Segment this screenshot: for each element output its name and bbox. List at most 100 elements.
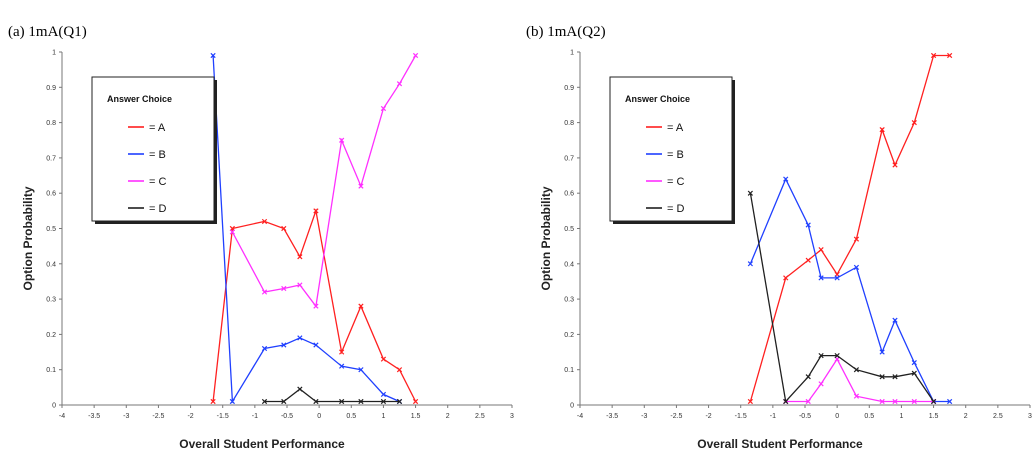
y-tick-label: 0.8 <box>46 120 56 127</box>
y-tick-label: 0.9 <box>46 85 56 92</box>
y-tick-label: 1 <box>570 50 574 57</box>
data-point <box>339 363 345 369</box>
x-tick-label: 1 <box>381 413 385 420</box>
data-point <box>892 162 898 168</box>
x-tick-label: -3.5 <box>88 413 100 420</box>
x-tick-label: 2.5 <box>993 413 1003 420</box>
data-point <box>261 398 268 405</box>
data-point <box>805 257 811 263</box>
data-point <box>818 247 824 253</box>
data-point <box>380 398 387 405</box>
x-axis-label: Overall Student Performance <box>697 437 863 451</box>
x-tick-label: -1.5 <box>217 413 229 420</box>
data-point <box>747 190 753 196</box>
x-tick-label: 2 <box>446 413 450 420</box>
y-tick-label: 0.9 <box>564 85 574 92</box>
x-tick-label: 0 <box>835 413 839 420</box>
data-point <box>805 374 811 380</box>
y-tick-label: 0.7 <box>46 155 56 162</box>
data-point <box>281 398 287 405</box>
legend-label: = D <box>149 203 166 215</box>
series-line-c <box>785 357 934 403</box>
x-tick-label: 0.5 <box>864 413 874 420</box>
data-point <box>879 398 885 405</box>
data-point <box>911 119 917 126</box>
x-tick-label: 2 <box>964 413 968 420</box>
data-point <box>892 398 898 405</box>
y-tick-label: 0.7 <box>564 155 574 162</box>
data-point <box>358 183 364 189</box>
x-tick-label: 1 <box>899 413 903 420</box>
x-tick-label: -4 <box>577 413 583 420</box>
x-tick-label: -1 <box>252 413 258 420</box>
y-tick-label: 0.3 <box>564 297 574 304</box>
y-tick-label: 0.4 <box>564 261 574 268</box>
data-point <box>783 176 789 182</box>
y-tick-label: 0.5 <box>564 226 574 233</box>
series-line-a <box>212 208 417 402</box>
y-tick-label: 0.8 <box>564 120 574 127</box>
data-point <box>380 356 387 362</box>
y-tick-label: 1 <box>52 50 56 57</box>
x-tick-label: -1.5 <box>735 413 747 420</box>
x-tick-label: 1.5 <box>411 413 421 420</box>
x-tick-label: 0 <box>317 413 321 420</box>
legend-title: Answer Choice <box>107 94 172 104</box>
x-tick-label: -2 <box>187 413 193 420</box>
data-point <box>947 398 953 405</box>
data-point <box>281 225 287 232</box>
x-tick-label: -0.5 <box>799 413 811 420</box>
y-tick-label: 0.1 <box>564 367 574 374</box>
data-point <box>930 52 937 59</box>
data-point <box>412 398 419 405</box>
legend-label: = C <box>667 176 684 188</box>
data-point <box>834 352 840 359</box>
data-point <box>853 367 860 373</box>
legend-label: = D <box>667 203 684 215</box>
data-point <box>313 208 319 214</box>
data-point <box>911 370 917 376</box>
x-tick-label: 2.5 <box>475 413 485 420</box>
data-point <box>396 398 403 405</box>
data-point <box>879 127 885 133</box>
data-point <box>853 264 860 270</box>
legend-label: = C <box>149 176 166 188</box>
y-tick-label: 0.6 <box>46 191 56 198</box>
x-tick-label: -3 <box>123 413 129 420</box>
data-point <box>911 360 917 366</box>
data-point <box>818 275 824 281</box>
x-tick-label: -1 <box>770 413 776 420</box>
y-tick-label: 0.5 <box>46 226 56 233</box>
chart-b: (b) 1mA(Q2) 0 0.1 0.2 0.3 0.4 0.5 0.6 0.7 0.8 0.9 1… <box>526 24 1032 451</box>
x-tick-label: 3 <box>1028 413 1032 420</box>
x-tick-label: -2.5 <box>670 413 682 420</box>
data-point <box>892 374 898 380</box>
chart-a: (a) 1mA(Q1) 0 0.1 0.2 0.3 0.4 0.5 0.6 0.7 0.8 0.9 1… <box>8 24 514 451</box>
data-point <box>339 349 345 355</box>
legend-box <box>609 76 733 222</box>
data-point <box>210 52 216 59</box>
x-tick-label: -3.5 <box>606 413 618 420</box>
data-point <box>261 218 268 225</box>
data-point <box>853 393 860 399</box>
data-point <box>261 345 268 352</box>
x-tick-label: 1.5 <box>929 413 939 420</box>
data-point <box>412 52 419 59</box>
y-tick-label: 0.4 <box>46 261 56 268</box>
data-point <box>358 303 364 309</box>
chart-title: (b) 1mA(Q2) <box>526 24 606 40</box>
data-point <box>783 275 789 281</box>
y-tick-label: 0.3 <box>46 297 56 304</box>
y-tick-label: 0.6 <box>564 191 574 198</box>
data-point <box>930 398 937 405</box>
data-point <box>879 374 885 380</box>
data-point <box>396 81 403 87</box>
data-point <box>281 285 287 292</box>
data-point <box>297 254 303 260</box>
data-point <box>911 398 917 405</box>
x-tick-label: -0.5 <box>281 413 293 420</box>
y-tick-label: 0.2 <box>564 332 574 339</box>
legend-box <box>91 76 215 222</box>
y-axis-label: Option Probability <box>539 186 553 290</box>
